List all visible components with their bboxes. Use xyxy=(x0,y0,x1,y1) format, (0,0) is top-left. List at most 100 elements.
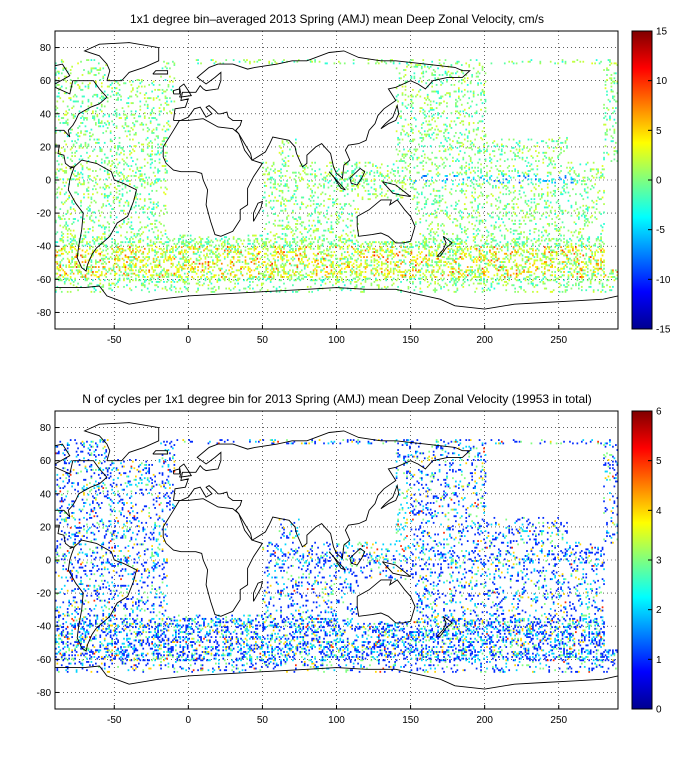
data-cell xyxy=(443,232,445,235)
data-cell xyxy=(452,221,454,224)
data-cell xyxy=(582,272,585,275)
data-cell xyxy=(268,241,271,244)
data-cell xyxy=(437,244,439,247)
data-cell xyxy=(80,216,82,219)
data-cell xyxy=(306,264,309,267)
data-cell xyxy=(495,239,497,242)
data-cell xyxy=(549,211,552,214)
data-cell xyxy=(517,251,519,254)
data-cell xyxy=(506,203,509,206)
data-cell xyxy=(204,256,207,259)
data-cell xyxy=(290,251,293,254)
data-cell xyxy=(164,241,167,244)
data-cell xyxy=(326,276,328,278)
data-cell xyxy=(364,267,367,270)
data-cell xyxy=(95,249,97,252)
data-cell xyxy=(266,214,269,217)
data-cell xyxy=(269,246,272,249)
data-cell xyxy=(355,184,358,187)
data-cell xyxy=(434,290,436,293)
data-cell xyxy=(272,285,275,288)
data-cell xyxy=(326,237,328,240)
data-cell xyxy=(380,191,383,194)
data-cell xyxy=(515,272,518,275)
data-cell xyxy=(176,247,179,250)
data-cell xyxy=(182,252,185,255)
data-cell xyxy=(289,246,291,249)
data-cell xyxy=(154,289,156,292)
data-cell xyxy=(415,269,417,272)
data-cell xyxy=(105,249,108,252)
data-cell xyxy=(305,246,308,249)
data-cell xyxy=(275,188,278,191)
data-cell xyxy=(542,254,545,257)
data-cell xyxy=(60,201,63,204)
data-cell xyxy=(77,266,79,268)
data-cell xyxy=(490,203,493,206)
data-cell xyxy=(166,247,168,250)
data-cell xyxy=(597,262,599,265)
data-cell xyxy=(505,266,508,268)
data-cell xyxy=(78,264,81,267)
data-cell xyxy=(376,251,379,254)
data-cell xyxy=(89,241,91,244)
data-cell xyxy=(166,289,168,292)
data-cell xyxy=(349,204,352,207)
data-cell xyxy=(474,274,476,277)
data-cell xyxy=(140,261,143,263)
data-cell xyxy=(585,252,588,255)
data-cell xyxy=(188,264,191,267)
data-cell xyxy=(229,289,232,292)
data-cell xyxy=(400,181,402,184)
data-cell xyxy=(481,287,484,290)
data-cell xyxy=(154,242,156,245)
data-cell xyxy=(120,247,122,250)
data-cell xyxy=(558,208,561,210)
data-cell xyxy=(487,287,490,290)
data-cell xyxy=(380,241,383,244)
data-cell xyxy=(277,199,279,202)
data-cell xyxy=(492,246,494,249)
data-cell xyxy=(103,183,106,186)
data-cell xyxy=(561,249,564,252)
data-cell xyxy=(598,282,601,285)
data-cell xyxy=(283,254,285,257)
data-cell xyxy=(566,246,568,249)
data-cell xyxy=(354,236,356,239)
data-cell xyxy=(490,232,493,235)
data-cell xyxy=(514,189,516,192)
data-cell xyxy=(210,287,213,290)
data-cell xyxy=(529,274,531,277)
data-cell xyxy=(472,196,475,199)
data-cell xyxy=(103,226,106,229)
data-cell xyxy=(164,256,167,259)
data-cell xyxy=(499,211,502,214)
data-cell xyxy=(386,285,389,288)
data-cell xyxy=(336,188,339,191)
data-cell xyxy=(281,224,284,227)
data-cell xyxy=(423,256,426,259)
data-cell xyxy=(287,199,290,202)
data-cell xyxy=(155,206,158,209)
data-cell xyxy=(575,242,577,245)
data-cell xyxy=(247,234,250,237)
data-cell xyxy=(456,289,459,292)
data-cell xyxy=(324,259,327,262)
data-cell xyxy=(237,247,239,250)
data-cell xyxy=(457,262,460,265)
data-cell xyxy=(318,277,321,280)
data-cell xyxy=(517,241,519,244)
data-cell xyxy=(483,289,485,292)
data-cell xyxy=(163,224,165,227)
data-cell xyxy=(337,264,340,267)
data-cell xyxy=(255,247,257,250)
data-cell xyxy=(204,261,207,263)
data-cell xyxy=(302,274,305,277)
data-cell xyxy=(209,280,211,283)
data-cell xyxy=(75,266,78,268)
data-cell xyxy=(284,226,287,229)
data-cell xyxy=(124,266,127,268)
data-cell xyxy=(583,214,586,217)
data-cell xyxy=(515,266,518,268)
data-cell xyxy=(305,254,308,257)
